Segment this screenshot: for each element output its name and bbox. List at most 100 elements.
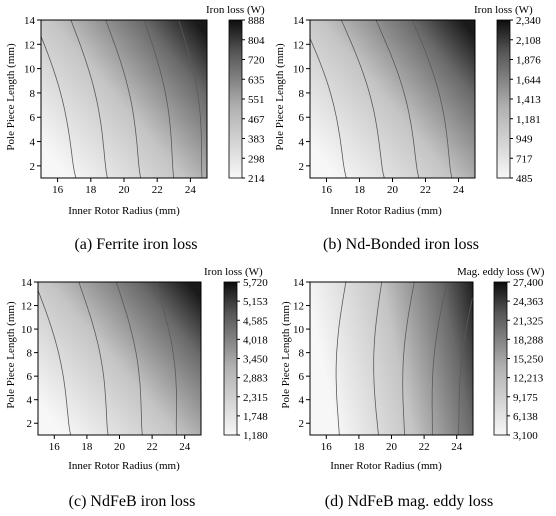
colorbar-tick-label: 2,340 <box>516 15 541 27</box>
x-tick-label: 24 <box>185 184 197 196</box>
x-tick-label: 22 <box>420 184 431 196</box>
y-tick-label: 4 <box>299 395 305 407</box>
y-tick-label: 14 <box>24 15 36 27</box>
colorbar-tick-label: 551 <box>248 94 265 106</box>
y-tick-label: 12 <box>293 301 304 313</box>
contour-line <box>310 37 347 178</box>
colorbar <box>223 281 238 436</box>
y-tick-label: 4 <box>299 137 305 149</box>
x-axis-title: Inner Rotor Radius (mm) <box>330 460 442 472</box>
y-tick-label: 10 <box>21 324 33 336</box>
y-tick-label: 12 <box>24 39 35 51</box>
y-tick-label: 8 <box>299 88 305 100</box>
x-tick-label: 18 <box>81 441 93 453</box>
panel-caption: (d) NdFeB mag. eddy loss <box>325 493 493 510</box>
x-tick-label: 22 <box>152 184 163 196</box>
x-tick-label: 16 <box>52 184 64 196</box>
contour-line <box>335 282 347 435</box>
colorbar-tick-label: 5,720 <box>243 277 268 289</box>
heatmap-fill <box>310 282 473 435</box>
x-tick-label: 24 <box>453 184 465 196</box>
x-tick-label: 18 <box>353 441 365 453</box>
contour-line <box>105 20 141 178</box>
colorbar-title: Iron loss (W) <box>474 4 533 16</box>
colorbar-tick-label: 720 <box>248 55 265 67</box>
y-tick-label: 10 <box>293 64 305 76</box>
colorbar-tick-label: 485 <box>516 173 533 185</box>
x-tick-label: 16 <box>321 184 333 196</box>
y-axis-title: Pole Piece Length (mm) <box>280 301 292 409</box>
y-axis-title: Pole Piece Length (mm) <box>5 43 17 151</box>
colorbar-tick-label: 214 <box>248 173 265 185</box>
colorbar-tick-label: 804 <box>248 35 265 47</box>
colorbar-tick-label: 12,213 <box>513 373 544 385</box>
colorbar-tick-label: 888 <box>248 15 265 27</box>
panel-caption: (c) NdFeB iron loss <box>69 493 196 510</box>
colorbar-tick-label: 1,748 <box>243 411 268 423</box>
colorbar-tick-label: 635 <box>248 74 265 86</box>
colorbar-tick-label: 21,325 <box>513 315 544 327</box>
contour-line <box>178 20 203 178</box>
contour-line <box>373 282 383 435</box>
y-axis-title: Pole Piece Length (mm) <box>5 301 17 409</box>
colorbar-tick-label: 3,450 <box>243 354 268 366</box>
panel-caption: (b) Nd-Bonded iron loss <box>323 236 479 253</box>
contour-line <box>38 289 71 435</box>
x-tick-label: 20 <box>387 184 399 196</box>
x-tick-label: 20 <box>114 441 126 453</box>
x-tick-label: 16 <box>49 441 61 453</box>
x-tick-label: 20 <box>386 441 398 453</box>
x-axis-title: Inner Rotor Radius (mm) <box>330 205 442 217</box>
colorbar-tick-label: 2,315 <box>243 392 268 404</box>
contour-line <box>78 282 109 435</box>
y-tick-label: 14 <box>293 15 305 27</box>
x-tick-label: 16 <box>321 441 333 453</box>
colorbar-tick-label: 4,018 <box>243 334 268 346</box>
x-tick-label: 18 <box>354 184 366 196</box>
colorbar-tick-label: 3,100 <box>513 430 538 442</box>
contour-line <box>155 282 177 435</box>
colorbar-tick-label: 6,138 <box>513 411 538 423</box>
contour-line <box>457 294 473 435</box>
colorbar-tick-label: 949 <box>516 134 533 146</box>
contour-line <box>411 20 453 178</box>
colorbar-title: Mag. eddy loss (W) <box>457 266 545 278</box>
y-tick-label: 4 <box>30 137 36 149</box>
colorbar-tick-label: 2,883 <box>243 373 268 385</box>
colorbar-tick-label: 24,363 <box>513 296 544 308</box>
x-tick-label: 24 <box>451 441 463 453</box>
colorbar-tick-label: 1,644 <box>516 74 541 86</box>
y-tick-label: 2 <box>299 418 305 430</box>
colorbar-tick-label: 383 <box>248 134 265 146</box>
colorbar-tick-label: 1,181 <box>516 114 541 126</box>
colorbar-tick-label: 18,288 <box>513 334 544 346</box>
colorbar-tick-label: 1,876 <box>516 55 541 67</box>
contour-line <box>70 20 108 178</box>
contour-line <box>375 20 420 178</box>
colorbar-tick-label: 298 <box>248 153 265 165</box>
heatmap-fill-group <box>41 20 207 178</box>
y-tick-label: 8 <box>299 348 305 360</box>
contour-line <box>41 35 77 178</box>
y-axis-title: Pole Piece Length (mm) <box>274 43 286 151</box>
y-tick-label: 8 <box>27 348 33 360</box>
colorbar-title: Iron loss (W) <box>204 266 263 278</box>
colorbar-tick-label: 27,400 <box>513 277 544 289</box>
colorbar-tick-label: 717 <box>516 153 533 165</box>
x-tick-label: 22 <box>419 441 430 453</box>
y-tick-label: 6 <box>27 371 33 383</box>
x-tick-label: 20 <box>119 184 131 196</box>
y-tick-label: 10 <box>293 324 305 336</box>
heatmap-fill <box>41 20 207 178</box>
panel-caption: (a) Ferrite iron loss <box>74 236 197 253</box>
heatmap-fill-group <box>310 20 475 178</box>
y-tick-label: 6 <box>30 112 36 124</box>
contour-line <box>115 282 143 435</box>
heatmap-fill <box>310 20 475 178</box>
